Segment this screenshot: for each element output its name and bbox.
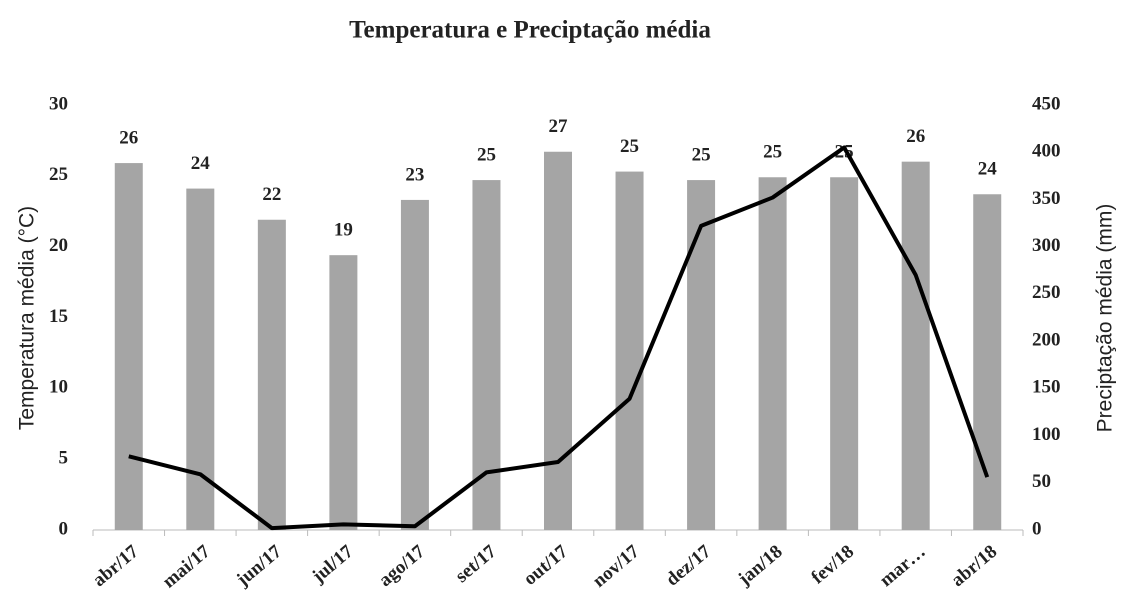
x-tick-label: out/17	[520, 541, 573, 590]
bar	[257, 219, 286, 530]
data-label: 25	[763, 142, 782, 163]
bar	[114, 163, 143, 531]
x-tick-label: fev/18	[807, 541, 858, 588]
bar	[901, 161, 930, 530]
data-label: 26	[119, 127, 138, 148]
x-tick-label: abr/18	[947, 541, 1001, 591]
y2-axis-title: Preciptação média (mm)	[1094, 204, 1117, 433]
x-tick-label: mar…	[876, 541, 930, 591]
data-label: 24	[978, 159, 998, 180]
data-label: 23	[405, 164, 424, 185]
data-label: 22	[262, 184, 281, 205]
y2-tick-label: 400	[1032, 141, 1061, 162]
y-tick-label: 20	[49, 235, 68, 256]
y2-tick-label: 250	[1032, 282, 1061, 303]
bar	[186, 188, 215, 531]
y-tick-label: 5	[59, 448, 69, 469]
data-label: 25	[692, 144, 711, 165]
y2-tick-label: 50	[1032, 471, 1051, 492]
y2-tick-label: 100	[1032, 424, 1061, 445]
bar	[687, 180, 716, 531]
y-tick-label: 25	[49, 164, 68, 185]
y2-tick-label: 0	[1032, 518, 1042, 539]
data-label: 19	[334, 220, 353, 241]
x-tick-label: jul/17	[308, 541, 358, 588]
y-tick-label: 0	[59, 518, 69, 539]
x-tick-label: ago/17	[375, 541, 429, 591]
y2-tick-label: 450	[1032, 93, 1061, 114]
y-axis-title: Temperatura média (°C)	[16, 206, 39, 430]
y2-tick-label: 350	[1032, 188, 1061, 209]
data-label: 25	[477, 144, 496, 165]
line	[128, 145, 990, 531]
x-tick-label: jun/17	[232, 541, 286, 591]
data-label: 27	[549, 116, 569, 137]
y2-tick-label: 300	[1032, 235, 1061, 256]
y-tick-label: 10	[49, 377, 68, 398]
bar	[544, 151, 572, 530]
bar	[758, 177, 787, 530]
chart-title: Temperatura e Preciptação média	[349, 17, 711, 44]
bar	[329, 255, 358, 530]
x-tick-label: abr/17	[89, 541, 143, 591]
bar	[830, 177, 859, 530]
y-tick-label: 15	[49, 306, 68, 327]
bar	[615, 171, 644, 531]
bar	[973, 194, 1002, 530]
y2-tick-label: 200	[1032, 329, 1061, 350]
x-tick-label: set/17	[451, 541, 500, 587]
x-tick-label: jan/18	[734, 541, 787, 590]
x-tick-label: mai/17	[159, 541, 215, 593]
y2-tick-label: 150	[1032, 377, 1061, 398]
data-label: 26	[906, 126, 925, 147]
data-label: 24	[191, 153, 211, 174]
data-label: 25	[620, 136, 639, 157]
bar	[400, 199, 429, 530]
x-tick-label: dez/17	[662, 541, 715, 591]
y-tick-label: 30	[49, 93, 68, 114]
x-tick-label: nov/17	[589, 541, 644, 592]
